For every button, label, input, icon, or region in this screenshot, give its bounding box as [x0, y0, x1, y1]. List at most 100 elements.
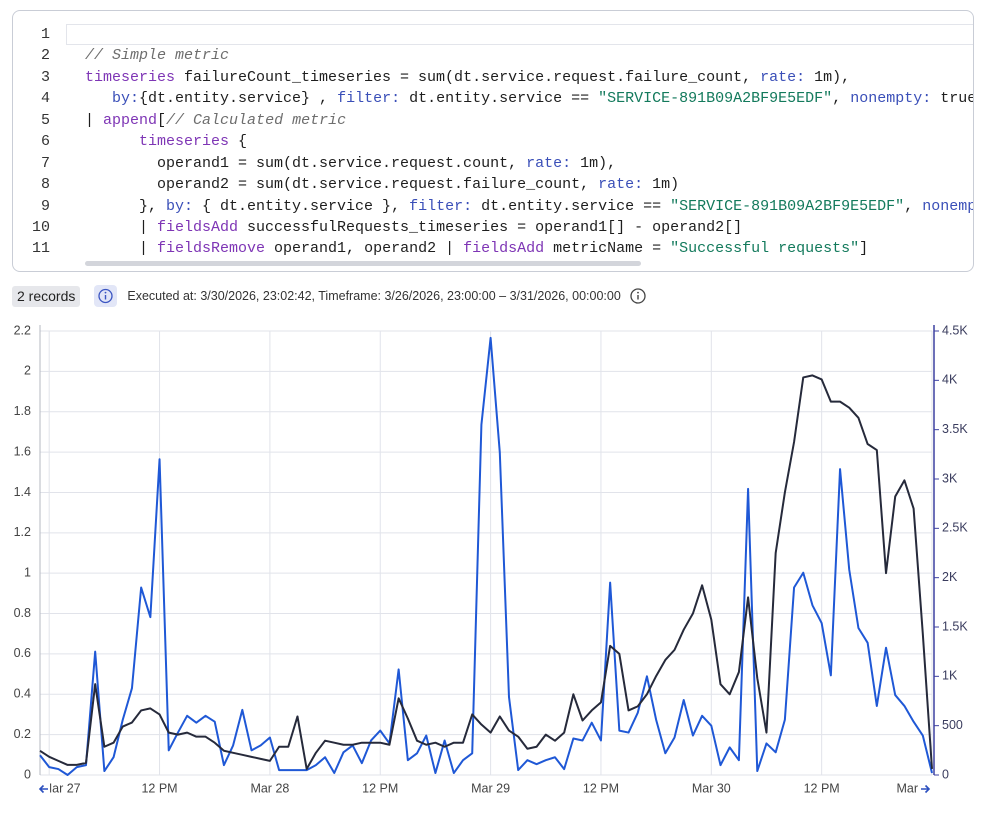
y2-tick-label: 2K	[942, 570, 958, 584]
code-token: "Successful requests"	[670, 240, 860, 258]
code-token: {	[229, 133, 248, 151]
code-token: operand1, operand2 |	[265, 240, 464, 258]
code-token: // Simple metric	[85, 47, 230, 65]
code-token: successfulRequests_timeseries = operand1…	[238, 218, 743, 236]
scroll-left-arrow[interactable]	[38, 784, 48, 794]
code-token: filter:	[409, 197, 473, 215]
y-tick-label: 0	[24, 767, 31, 781]
line-number: 5	[40, 111, 50, 129]
code-token: |	[85, 240, 158, 258]
y-tick-label: 1.6	[14, 444, 31, 458]
code-token: true	[931, 90, 973, 108]
code-token: 1m)	[643, 176, 680, 194]
code-token: |	[85, 218, 158, 236]
line-number: 3	[40, 68, 50, 86]
code-editor[interactable]: 1 2 // Simple metric 3 timeseries failureCou…	[12, 10, 974, 272]
y2-tick-label: 1.5K	[942, 619, 968, 633]
records-badge: 2 records	[12, 285, 81, 307]
series-line	[39, 374, 933, 770]
code-text: // Simple metric	[66, 45, 973, 66]
code-token: fieldsRemove	[157, 240, 266, 258]
code-text	[66, 24, 973, 46]
code-lines: 1 2 // Simple metric 3 timeseries failureCou…	[13, 11, 973, 260]
code-token: [	[157, 111, 167, 129]
code-text: operand1 = sum(dt.service.request.count,…	[66, 153, 973, 174]
code-line: 10 | fieldsAdd successfulRequests_timese…	[13, 217, 973, 238]
line-number: 9	[40, 197, 50, 215]
code-text: by:{dt.entity.service} , filter: dt.enti…	[66, 88, 973, 109]
code-token: filter:	[337, 90, 401, 108]
y-tick-label: 0.6	[14, 646, 31, 660]
y2-tick-label: 0	[942, 767, 949, 781]
x-tick-label: 12 PM	[804, 781, 840, 795]
series-line	[39, 336, 933, 776]
y-tick-label: 0.8	[14, 606, 31, 620]
y-tick-label: 1.4	[14, 485, 31, 499]
code-token: dt.entity.service ==	[400, 90, 599, 108]
execution-info: Executed at: 3/30/2026, 23:02:42, Timefr…	[127, 289, 621, 303]
line-number: 8	[40, 176, 50, 194]
x-tick-label: Mar 30	[692, 781, 731, 795]
info-button[interactable]	[94, 285, 118, 307]
code-token: operand2 = sum(dt.service.request.failur…	[85, 176, 599, 194]
code-token: timeseries	[139, 133, 230, 151]
code-token: 1m),	[571, 154, 617, 172]
code-line: 7 operand1 = sum(dt.service.request.coun…	[13, 153, 973, 174]
x-tick-label: Mar 27	[42, 781, 81, 795]
code-line: 2 // Simple metric	[13, 45, 973, 66]
code-token: fieldsAdd	[463, 240, 545, 258]
code-token: 1m),	[805, 68, 851, 86]
y-tick-label: 1.8	[14, 404, 31, 418]
code-token: by:	[112, 90, 140, 108]
y-tick-label: 0.2	[14, 727, 31, 741]
status-bar: 2 records Executed at: 3/30/2026, 23:02:…	[12, 285, 647, 307]
code-token: "SERVICE-891B09A2BF9E5EDF"	[598, 90, 833, 108]
code-token: ,	[832, 90, 851, 108]
y-tick-label: 2.2	[14, 323, 31, 337]
code-text: operand2 = sum(dt.service.request.failur…	[66, 174, 973, 195]
code-token: rate:	[526, 154, 572, 172]
code-token: nonemp	[922, 197, 973, 215]
y-tick-label: 1.2	[14, 525, 31, 539]
code-line: 6 timeseries {	[13, 131, 973, 152]
x-tick-label: 12 PM	[583, 781, 619, 795]
code-token: operand1 = sum(dt.service.request.count,	[85, 154, 527, 172]
line-number: 4	[40, 90, 50, 108]
code-line: 11 | fieldsRemove operand1, operand2 | f…	[13, 238, 973, 259]
line-number: 6	[40, 133, 50, 151]
scrollbar[interactable]	[85, 261, 641, 266]
y-tick-label: 2	[24, 364, 31, 378]
y2-tick-label: 2.5K	[942, 521, 968, 535]
code-token: },	[85, 197, 167, 215]
code-token: failureCount_timeseries = sum(dt.service…	[175, 68, 761, 86]
code-token: rate:	[598, 176, 644, 194]
code-text: | append[// Calculated metric	[66, 110, 973, 131]
code-token: by:	[166, 197, 194, 215]
code-line: 8 operand2 = sum(dt.service.request.fail…	[13, 174, 973, 195]
code-token: fieldsAdd	[157, 218, 239, 236]
code-token: nonempty:	[850, 90, 932, 108]
code-token: dt.entity.service ==	[472, 197, 671, 215]
code-token: // Calculated metric	[166, 111, 347, 129]
code-token: "SERVICE-891B09A2BF9E5EDF"	[670, 197, 905, 215]
x-tick-label: Mar 29	[471, 781, 510, 795]
y2-tick-label: 1K	[942, 669, 958, 683]
y-tick-label: 0.4	[14, 687, 31, 701]
x-tick-label: 12 PM	[141, 781, 177, 795]
info-icon[interactable]	[629, 287, 647, 305]
x-tick-label: 12 PM	[362, 781, 398, 795]
code-token: |	[85, 111, 104, 129]
x-tick-label: Mar 28	[250, 781, 289, 795]
code-token: append	[103, 111, 158, 129]
code-line: 3 timeseries failureCount_timeseries = su…	[13, 67, 973, 88]
code-token: rate:	[760, 68, 806, 86]
y-tick-label: 1	[24, 565, 31, 579]
line-number: 1	[40, 26, 50, 43]
line-number: 10	[31, 218, 50, 236]
code-line: 9 }, by: { dt.entity.service }, filter: …	[13, 196, 973, 217]
code-text: }, by: { dt.entity.service }, filter: dt…	[66, 196, 973, 217]
line-number: 11	[31, 240, 50, 258]
scroll-right-arrow[interactable]	[921, 784, 931, 794]
